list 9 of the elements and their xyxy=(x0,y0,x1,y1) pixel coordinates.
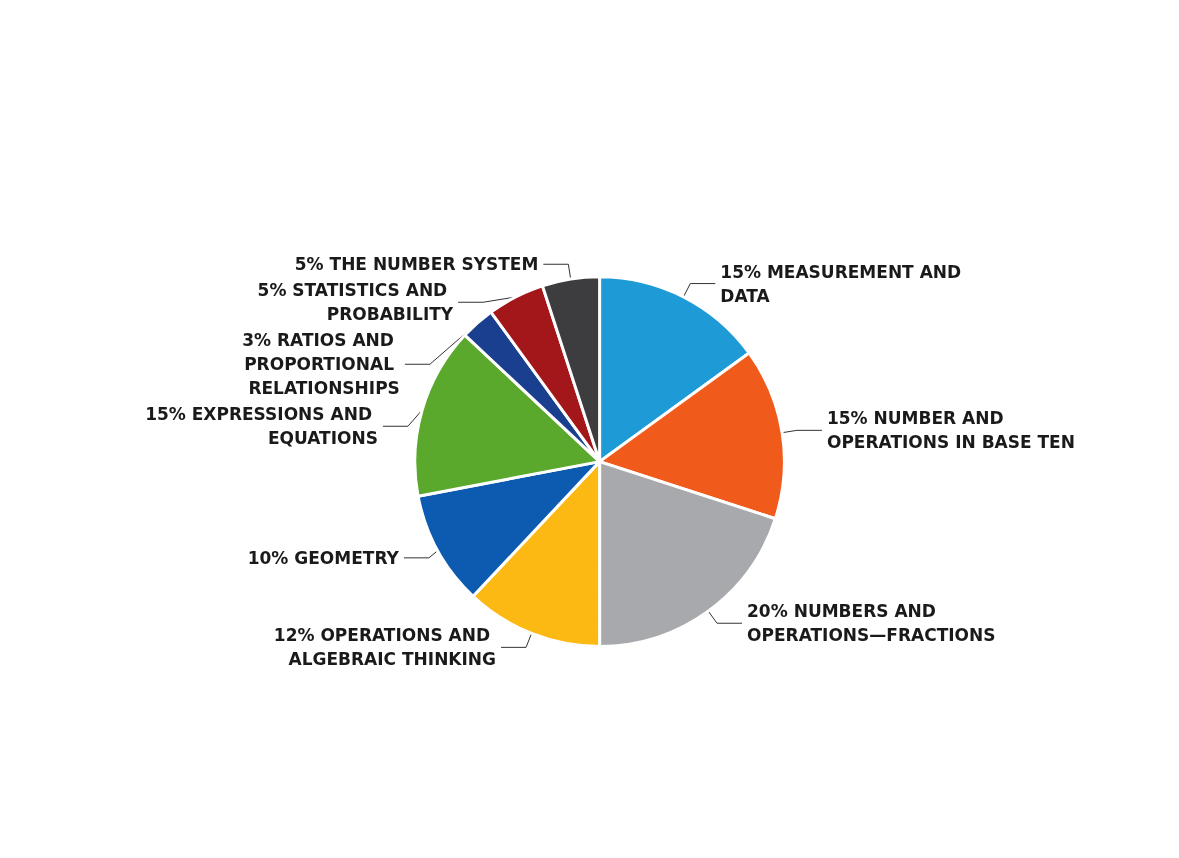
slice-label: 15% EXPRESSIONS AND EQUATIONS xyxy=(145,404,378,449)
slice-label: 5% STATISTICS AND PROBABILITY xyxy=(257,280,454,325)
slice-label: 10% GEOMETRY xyxy=(247,547,400,568)
slice-label: 5% THE NUMBER SYSTEM xyxy=(294,254,539,275)
slice-label: 20% NUMBERS AND OPERATIONS—FRACTIONS xyxy=(747,601,996,646)
slice-label: 15% MEASUREMENT AND DATA xyxy=(720,261,968,306)
slice-label: 15% NUMBER AND OPERATIONS IN BASE TEN xyxy=(826,408,1075,453)
slice-label: 3% RATIOS AND PROPORTIONAL RELATIONSHIPS xyxy=(242,330,400,399)
slice-label: 12% OPERATIONS AND ALGEBRAIC THINKING xyxy=(273,625,497,670)
